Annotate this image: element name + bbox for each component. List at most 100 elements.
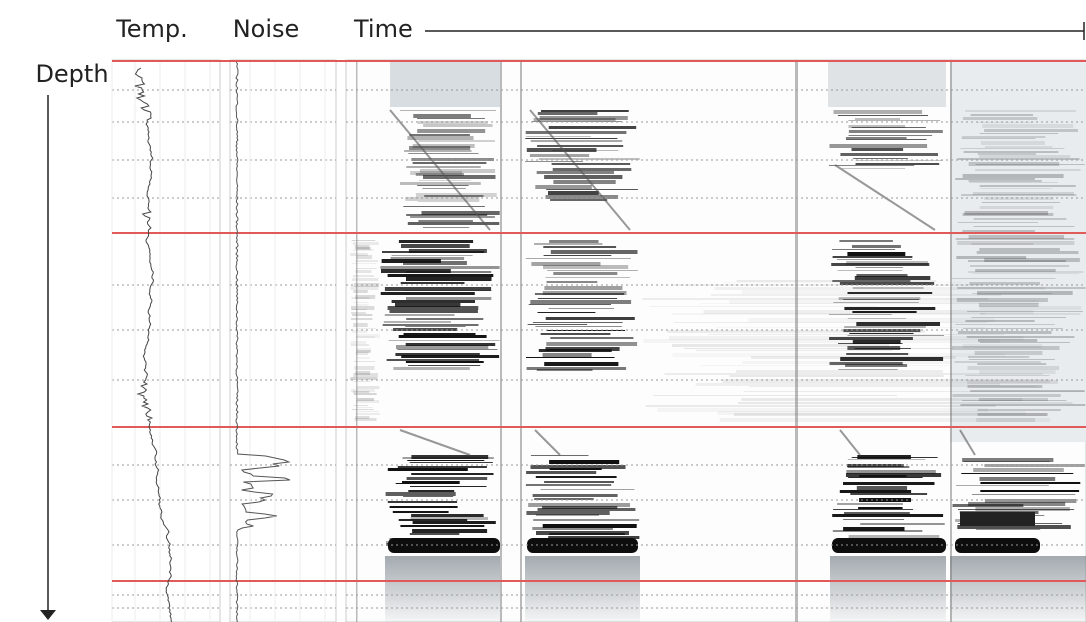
streak (642, 298, 988, 300)
streak (539, 158, 640, 160)
streak (840, 490, 911, 493)
streak (355, 270, 371, 273)
streak (400, 525, 484, 527)
streak (549, 308, 615, 309)
streak (408, 153, 478, 154)
streak (355, 418, 377, 421)
streak (407, 477, 488, 480)
streak (351, 312, 366, 314)
streak (543, 246, 616, 248)
streak (742, 290, 952, 294)
streak (386, 492, 456, 496)
streak (351, 344, 369, 346)
streak (534, 118, 616, 121)
streak (401, 282, 465, 284)
streak (832, 514, 943, 517)
streak (856, 163, 940, 165)
dark-band (388, 538, 500, 553)
streak (354, 302, 369, 303)
streak (838, 115, 928, 116)
streak (738, 402, 1072, 404)
streak (352, 314, 372, 316)
streak (351, 341, 366, 344)
streak (533, 494, 618, 497)
streak (396, 345, 488, 349)
streak (975, 169, 1080, 171)
streak (856, 160, 943, 161)
streak (684, 348, 953, 349)
streak (848, 120, 940, 121)
streak (973, 468, 1064, 472)
streak (393, 367, 469, 370)
streak (397, 349, 497, 350)
streak (534, 243, 602, 245)
streak (418, 140, 495, 142)
streak (978, 409, 1061, 411)
streak (978, 153, 1036, 155)
streak (353, 323, 368, 327)
streak (859, 475, 906, 477)
streak (852, 148, 904, 151)
streak (356, 413, 380, 415)
streak (423, 227, 469, 228)
streak (538, 112, 598, 115)
streak (551, 250, 638, 254)
streak (535, 185, 592, 189)
streak (531, 140, 622, 142)
streak (843, 519, 904, 520)
figure: Temp. Noise Time Depth (0, 0, 1086, 622)
streak (406, 214, 487, 216)
streak (552, 150, 619, 151)
streak (547, 270, 638, 271)
streak (852, 127, 926, 128)
streak (665, 373, 1043, 375)
streak (650, 306, 878, 307)
streak (550, 468, 602, 470)
streak (646, 405, 996, 407)
streak (537, 145, 623, 147)
streak (856, 267, 903, 268)
streak (952, 394, 1060, 397)
dark-band (960, 512, 1035, 526)
streak (550, 199, 607, 201)
streak (829, 165, 914, 166)
streak (956, 485, 1049, 486)
streak (734, 413, 1047, 416)
streak (405, 326, 465, 327)
streak (980, 477, 1056, 481)
streak (543, 265, 628, 269)
streak (406, 166, 480, 168)
streak (410, 462, 493, 463)
streak (964, 151, 1059, 153)
streak (671, 313, 985, 315)
streak (547, 330, 626, 331)
streak (351, 318, 373, 320)
depth-arrowhead (40, 610, 56, 620)
streak (968, 366, 1060, 370)
streak (974, 226, 1075, 227)
streak (965, 375, 1049, 376)
streak (982, 124, 1073, 128)
streak (404, 290, 492, 291)
streak (388, 501, 457, 503)
streak (848, 466, 910, 468)
streak (730, 375, 944, 377)
streak (852, 245, 901, 248)
streak (961, 148, 1065, 149)
streak (532, 527, 613, 530)
streak (387, 359, 480, 361)
streak (701, 365, 949, 366)
streak (526, 484, 611, 486)
streak (968, 260, 1066, 262)
streak (403, 457, 494, 459)
vertical-trace (795, 62, 798, 622)
streak (353, 290, 367, 293)
streak (970, 182, 1058, 183)
streak (544, 362, 618, 366)
streak (536, 476, 617, 478)
streak (952, 278, 1056, 279)
streak (356, 400, 379, 403)
noise-trace (236, 62, 290, 622)
streak (356, 268, 377, 269)
streak (352, 409, 374, 410)
